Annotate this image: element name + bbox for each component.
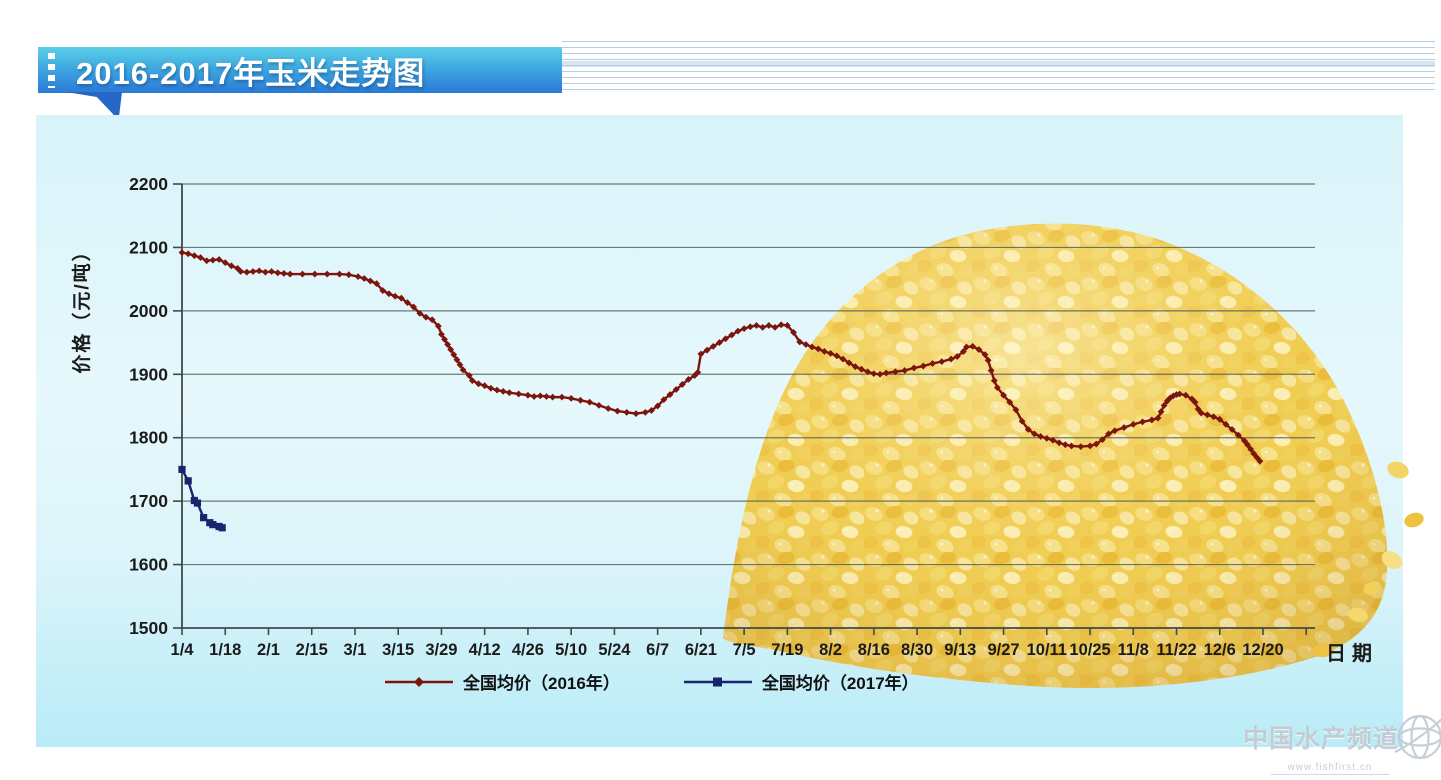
page-title: 2016-2017年玉米走势图 [76,55,426,91]
banner-dashed-line-icon [48,53,55,88]
x-axis-title: 日期 [1326,643,1378,665]
globe-icon [1394,714,1441,760]
watermark: 中国水产频道 www.fishfirst.cn [1243,710,1441,775]
watermark-site-url: www.fishfirst.cn [1271,762,1389,775]
chart-panel [36,115,1403,747]
title-banner: 2016-2017年玉米走势图 [38,47,562,93]
legend-item-2017: 全国均价（2017年） [682,669,919,694]
y-axis-title: 价格（元/吨） [72,240,93,374]
legend-marker-2017-square-icon [683,677,752,686]
watermark-site-name: 中国水产频道 [1243,725,1400,753]
legend-label-2017: 全国均价（2017年） [761,674,919,693]
legend-label-2016: 全国均价（2016年） [463,674,620,693]
legend-marker-2016-diamond-icon [385,676,453,687]
chart-legend: 全国均价（2016年） 全国均价（2017年） [383,669,919,694]
header-pinstripes [562,41,1435,91]
legend-item-2016: 全国均价（2016年） [383,669,620,694]
